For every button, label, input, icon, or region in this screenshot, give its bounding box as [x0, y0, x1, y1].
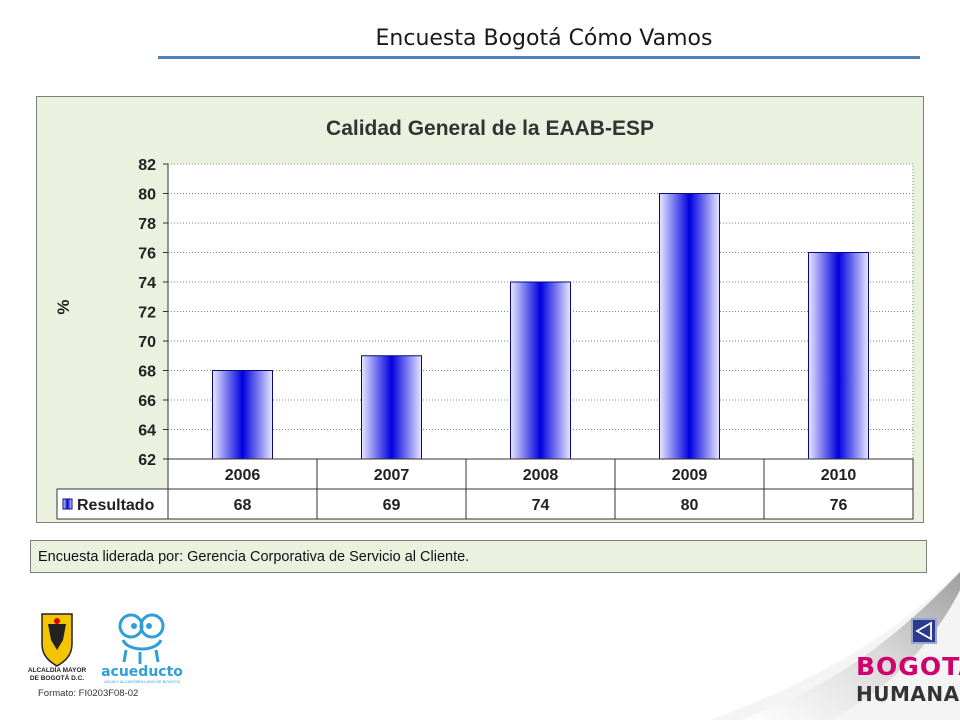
- bogota-humana-logo: BOGOTÁ HUMANA: [856, 652, 960, 708]
- bar: [212, 370, 273, 460]
- bar: [808, 252, 869, 460]
- x-category-label: 2008: [523, 467, 559, 484]
- legend-swatch: [62, 498, 73, 510]
- title-underline: [158, 56, 920, 59]
- data-value-label: 74: [532, 497, 550, 514]
- y-tick-label: 72: [138, 305, 156, 322]
- y-tick-label: 78: [138, 216, 156, 233]
- acueducto-subtitle: AGUA Y ALCANTARILLADO DE BOGOTÁ: [104, 679, 180, 684]
- brand-line2: HUMANA: [856, 682, 960, 706]
- y-tick-label: 62: [138, 452, 156, 469]
- triangle-left-icon: [915, 621, 932, 641]
- y-tick-label: 66: [138, 393, 156, 410]
- x-category-label: 2006: [225, 467, 261, 484]
- format-code: Formato: FI0203F08-02: [38, 688, 139, 699]
- brand-line1: BOGOTÁ: [856, 652, 960, 681]
- y-tick-label: 68: [138, 364, 156, 381]
- x-category-label: 2009: [672, 467, 708, 484]
- alcaldia-shield-logo: ALCALDÍA MAYOR DE BOGOTÁ D.C. acueducto …: [28, 613, 183, 684]
- acueducto-frog-logo: [118, 613, 165, 664]
- y-axis-label: %: [54, 299, 73, 314]
- footnote-box: Encuesta liderada por: Gerencia Corporat…: [30, 540, 927, 573]
- y-tick-label: 82: [138, 157, 156, 174]
- chart-frame: Calidad General de la EAAB-ESP % 62 64 66 6…: [36, 96, 924, 523]
- alcaldia-name-line2: DE BOGOTÁ D.C.: [30, 673, 84, 682]
- logos: ALCALDÍA MAYOR DE BOGOTÁ D.C. acueducto …: [28, 610, 198, 690]
- x-category-label: 2010: [821, 467, 857, 484]
- y-tick-label: 80: [138, 187, 156, 204]
- bar: [361, 355, 422, 460]
- table-legend-cell: [56, 488, 169, 520]
- bar: [510, 281, 571, 460]
- bar: [659, 193, 720, 460]
- data-value-label: 80: [681, 497, 699, 514]
- y-tick-label: 70: [138, 334, 156, 351]
- alcaldia-name-line1: ALCALDÍA MAYOR: [28, 665, 86, 674]
- slide-title: Encuesta Bogotá Cómo Vamos: [375, 26, 713, 51]
- acueducto-wordmark: acueducto: [101, 664, 183, 680]
- footnote-text: Encuesta liderada por: Gerencia Corporat…: [38, 549, 470, 565]
- bar-chart: Calidad General de la EAAB-ESP % 62 64 66 6…: [54, 117, 914, 520]
- chart-title: Calidad General de la EAAB-ESP: [326, 117, 654, 140]
- y-tick-label: 76: [138, 246, 156, 263]
- y-tick-label: 64: [138, 423, 156, 440]
- y-tick-label: 74: [138, 275, 156, 292]
- data-value-label: 68: [234, 497, 252, 514]
- data-value-label: 76: [830, 497, 848, 514]
- page-curl-graphic: [710, 570, 960, 720]
- back-button[interactable]: [911, 618, 937, 644]
- data-value-label: 69: [383, 497, 401, 514]
- x-category-label: 2007: [374, 467, 410, 484]
- legend-series-name: Resultado: [77, 497, 155, 514]
